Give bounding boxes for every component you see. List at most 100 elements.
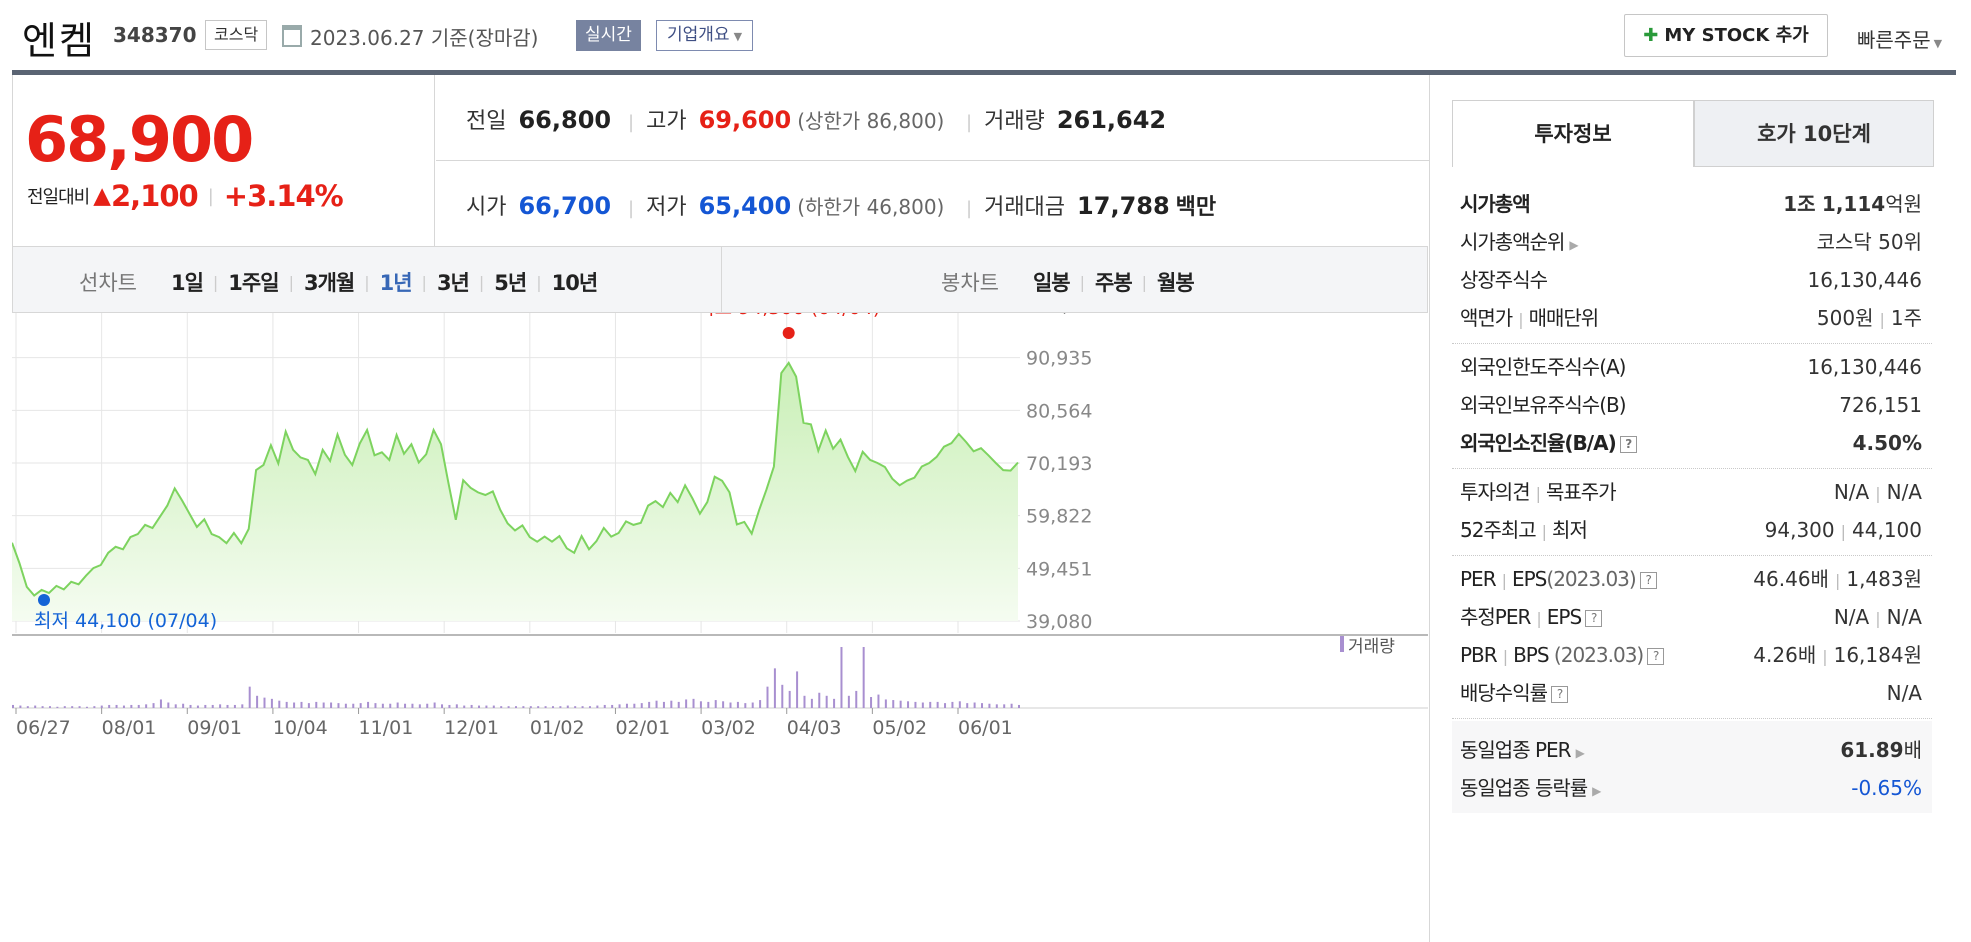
volume-bar (1003, 704, 1006, 708)
help-icon[interactable]: ? (1639, 572, 1657, 589)
volume-bars: 거래량 (12, 636, 1395, 708)
tab-1w[interactable]: 1주일 (228, 271, 279, 295)
sector-per-value: 61.89 (1840, 738, 1904, 762)
bps-year: (2023.03) (1553, 643, 1644, 667)
company-info-dropdown[interactable]: 기업개요 ▼ (656, 20, 754, 51)
quick-order-dropdown[interactable]: 빠른주문 ▼ (1857, 24, 1942, 53)
help-icon[interactable]: ? (1647, 648, 1665, 665)
x-tick-label: 01/02 (530, 717, 585, 739)
volume-bar (248, 686, 251, 708)
est-per-label: 추정PER (1460, 605, 1531, 629)
volume-bar (892, 700, 895, 708)
volume-bar (270, 698, 273, 708)
tab-orderbook[interactable]: 호가 10단계 (1694, 100, 1934, 167)
volume-bar (418, 704, 421, 708)
volume-bar (914, 701, 917, 708)
volume-bar (781, 684, 784, 708)
tab-1y[interactable]: 1년 (379, 271, 413, 295)
volume-bar (936, 701, 939, 708)
invest-info-panel: 투자정보 호가 10단계 시가총액 1조 1,114억원 시가총액순위 ▶ 코스닥… (1429, 75, 1957, 942)
tab-daily[interactable]: 일봉 (1032, 271, 1071, 295)
amount-value: 17,788 (1077, 192, 1170, 220)
volume-bar (507, 706, 510, 708)
chevron-right-icon: ▶ (1569, 238, 1578, 252)
stock-code: 348370 (113, 23, 197, 47)
volume-bar (566, 705, 569, 708)
volume-bar (788, 690, 791, 708)
cap-rank-value: 코스닥 50위 (1816, 230, 1922, 254)
change-label: 전일대비 (27, 187, 90, 208)
volume-bar (285, 701, 288, 708)
volume-bar (603, 704, 606, 708)
volume-bar (145, 704, 148, 708)
tab-10y[interactable]: 10년 (551, 271, 599, 295)
tab-invest-info[interactable]: 투자정보 (1452, 100, 1694, 167)
volume-bar (736, 701, 739, 708)
foreign-limit-label: 외국인한도주식수(A) (1460, 355, 1626, 379)
volume-bar (810, 698, 813, 708)
foreign-section: 외국인한도주식수(A) 16,130,446 외국인보유주식수(B) 726,1… (1452, 344, 1932, 469)
tab-5y[interactable]: 5년 (494, 271, 527, 295)
volume-bar (293, 702, 296, 708)
volume-bar (966, 703, 969, 708)
help-icon[interactable]: ? (1585, 610, 1603, 627)
low-value: 65,400 (698, 192, 792, 220)
separator: | (628, 198, 635, 219)
volume-bar (337, 703, 340, 708)
opinion-label: 투자의견 (1460, 480, 1531, 504)
help-icon[interactable]: ? (1551, 686, 1568, 703)
volume-cell: | 거래량 261,642 (966, 103, 1166, 135)
market-cap-unit: 억원 (1885, 192, 1922, 216)
volume-bar (744, 703, 747, 708)
add-mystock-button[interactable]: ✚ MY STOCK 추가 (1624, 14, 1828, 57)
volume-bar (315, 701, 318, 708)
valuation-section: PER | EPS(2023.03)? 46.46배 | 1,483원 추정PER | EP… (1452, 556, 1932, 719)
est-eps-label: EPS (1546, 605, 1582, 629)
shares-label: 상장주식수 (1460, 268, 1548, 292)
opinion-row: 투자의견 | 목표주가 N/A | N/A (1460, 480, 1922, 504)
per-eps-row: PER | EPS(2023.03)? 46.46배 | 1,483원 (1460, 567, 1922, 591)
chevron-right-icon: ▶ (1592, 784, 1601, 798)
separator: | (966, 112, 973, 133)
market-cap-value: 1,114 (1821, 192, 1886, 216)
sector-change-row[interactable]: 동일업종 등락률 ▶ -0.65% (1452, 769, 1932, 807)
foreign-limit-row: 외국인한도주식수(A) 16,130,446 (1452, 348, 1932, 386)
tab-1d[interactable]: 1일 (170, 271, 204, 295)
tab-3y[interactable]: 3년 (436, 271, 470, 295)
volume-bar (122, 705, 125, 708)
volume-bar (611, 704, 614, 708)
high-annotation: 최고 94,300 (04/04) (697, 313, 880, 319)
volume-bar (189, 704, 192, 708)
volume-bar (241, 704, 244, 708)
current-price-box: 68,900 전일대비 ▲ 2,100 | +3.14% (13, 75, 435, 247)
dividend-value: N/A (1886, 681, 1922, 705)
volume-bar (1018, 704, 1020, 708)
volume-bar (463, 705, 466, 708)
shares-value: 16,130,446 (1807, 268, 1922, 292)
volume-bar (174, 704, 177, 708)
realtime-button[interactable]: 실시간 (576, 20, 641, 51)
volume-bar (766, 686, 769, 708)
y-tick-label: 49,451 (1026, 558, 1092, 580)
sector-per-row[interactable]: 동일업종 PER ▶ 61.89배 (1452, 731, 1932, 769)
target-price-value: N/A (1886, 480, 1922, 504)
cap-rank-row[interactable]: 시가총액순위 ▶ 코스닥 50위 (1452, 223, 1932, 261)
x-tick-label: 06/01 (958, 717, 1013, 739)
tab-3m[interactable]: 3개월 (303, 271, 355, 295)
tab-weekly[interactable]: 주봉 (1095, 271, 1133, 295)
eps-value: 1,483원 (1846, 567, 1922, 591)
y-axis-ticks: 101,306 90,935 80,564 70,193 59,822 49,451 39,… (1026, 313, 1105, 633)
volume-bar (411, 703, 414, 708)
bps-value: 16,184원 (1833, 643, 1922, 667)
help-icon[interactable]: ? (1619, 436, 1637, 453)
volume-bar (862, 647, 865, 708)
volume-bar (662, 701, 665, 708)
plus-icon: ✚ (1643, 25, 1659, 46)
tab-monthly[interactable]: 월봉 (1157, 271, 1195, 295)
volume-bar (263, 697, 266, 708)
volume-bar (714, 700, 717, 708)
volume-bar (226, 704, 229, 708)
sector-per-unit: 배 (1903, 738, 1922, 762)
volume-bar (233, 704, 236, 708)
volume-bar (796, 671, 799, 708)
